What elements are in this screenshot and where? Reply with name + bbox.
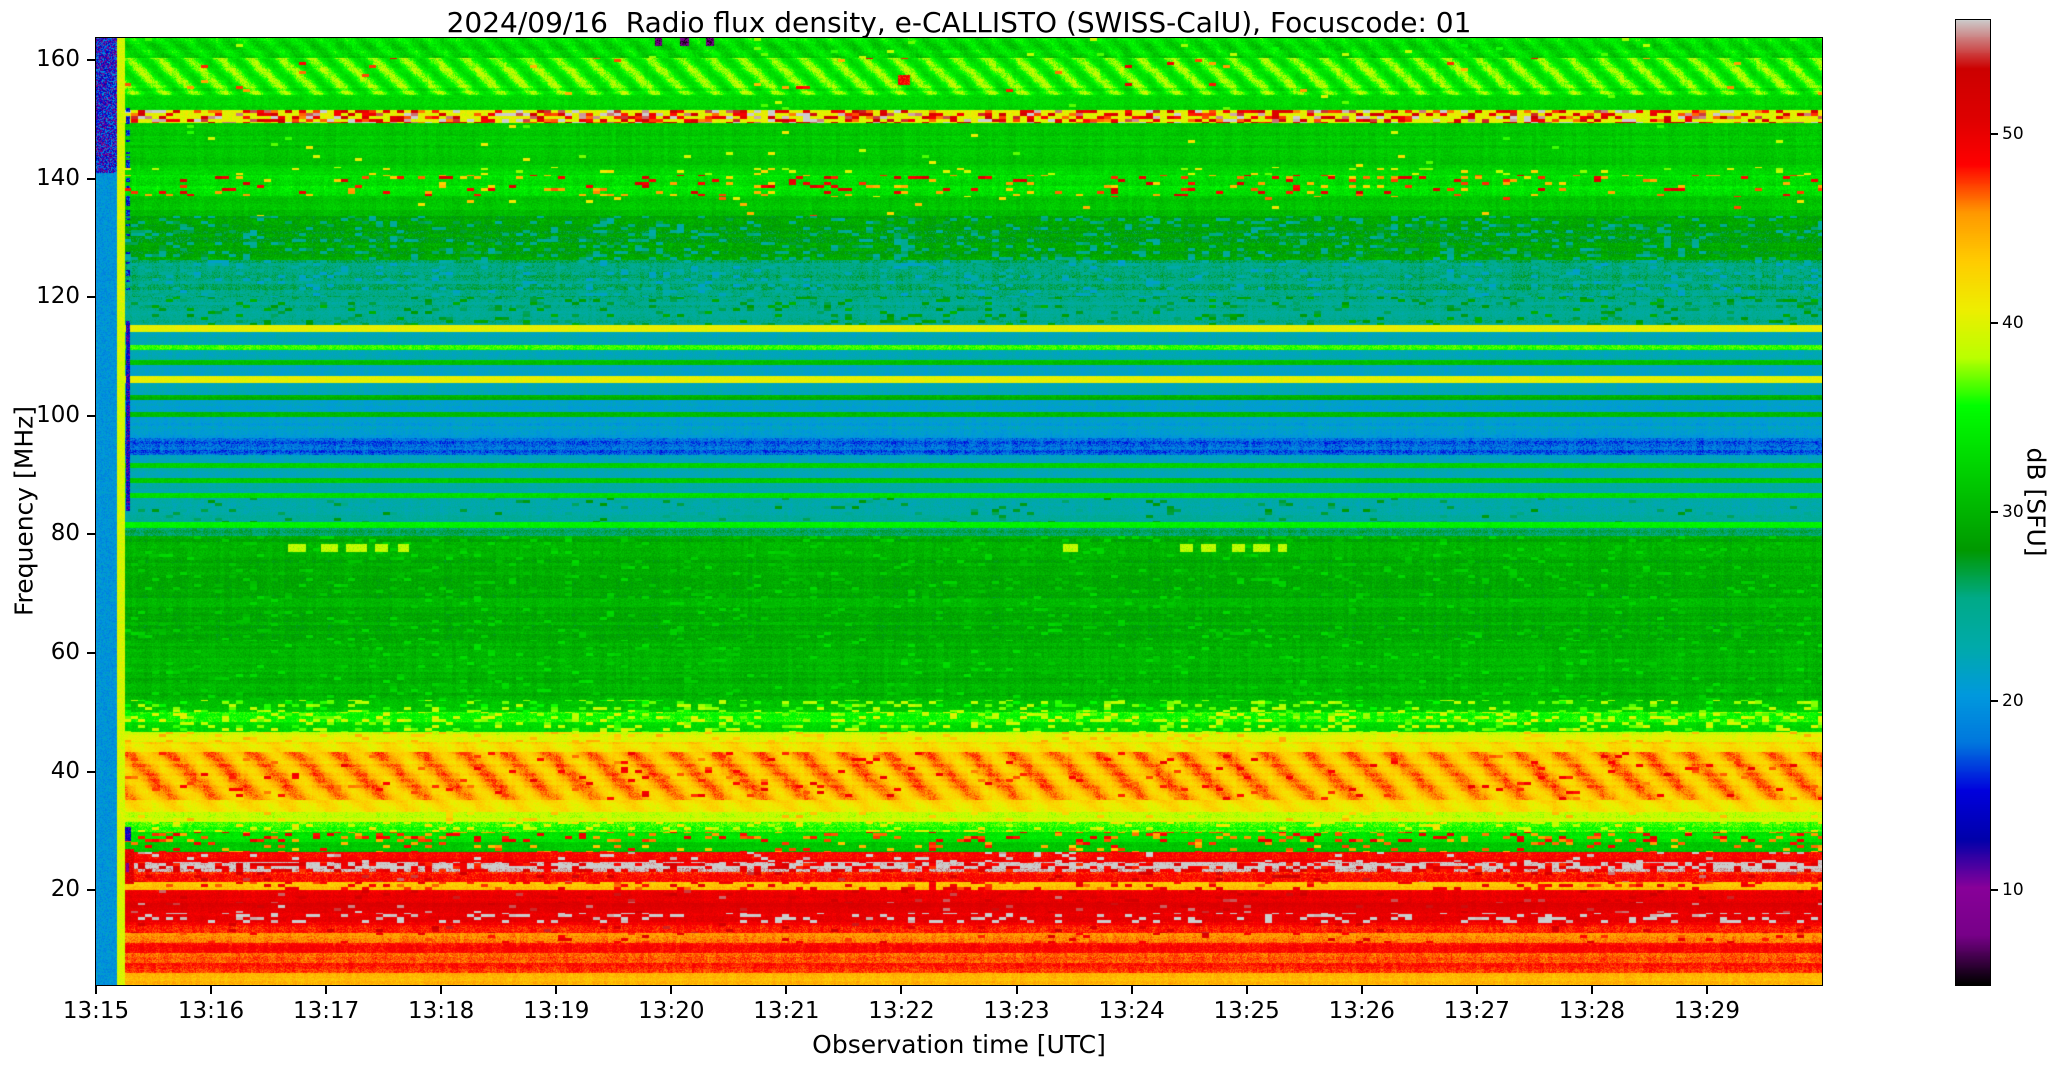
y-tick-mark [87, 296, 95, 299]
x-tick-label: 13:24 [1098, 998, 1165, 1024]
y-tick-mark [87, 533, 95, 536]
y-tick-mark [87, 58, 95, 61]
colorbar [1955, 19, 1991, 986]
chart-title: 2024/09/16 Radio flux density, e-CALLIST… [446, 6, 1472, 39]
colorbar-canvas [1956, 20, 1990, 985]
x-tick-label: 13:18 [408, 998, 475, 1024]
y-tick-mark [87, 414, 95, 417]
y-tick-label: 160 [36, 45, 80, 72]
y-tick-mark [87, 651, 95, 654]
x-tick-mark [1245, 986, 1248, 994]
colorbar-tick-label: 50 [2002, 123, 2024, 144]
spectrogram-canvas [96, 38, 1822, 985]
x-tick-label: 13:27 [1443, 998, 1510, 1024]
y-tick-label: 140 [36, 164, 80, 191]
x-tick-mark [1015, 986, 1018, 994]
colorbar-tick-label: 40 [2002, 312, 2024, 333]
x-tick-mark [440, 986, 443, 994]
y-tick-mark [87, 770, 95, 773]
x-tick-mark [95, 986, 97, 994]
x-tick-label: 13:28 [1558, 998, 1625, 1024]
x-tick-label: 13:20 [638, 998, 705, 1024]
x-tick-mark [1475, 986, 1478, 994]
y-tick-mark [87, 177, 95, 180]
y-tick-label: 100 [36, 401, 80, 428]
x-tick-label: 13:16 [177, 998, 245, 1024]
y-tick-label: 80 [50, 520, 80, 547]
x-tick-mark [210, 986, 213, 994]
colorbar-tick-mark [1991, 510, 1998, 513]
y-tick-label: 20 [50, 876, 80, 903]
x-tick-mark [1130, 986, 1133, 994]
x-tick-label: 13:21 [753, 998, 820, 1024]
y-tick-label: 60 [50, 638, 80, 665]
colorbar-tick-label: 30 [2002, 501, 2024, 522]
plot-area [95, 37, 1823, 986]
y-axis-label: Frequency [MHz] [9, 405, 39, 617]
colorbar-tick-mark [1991, 321, 1998, 324]
colorbar-tick-mark [1991, 132, 1998, 135]
y-tick-label: 40 [50, 757, 80, 784]
x-tick-mark [900, 986, 903, 994]
x-axis-label: Observation time [UTC] [812, 1030, 1106, 1059]
x-tick-label: 13:15 [62, 998, 130, 1024]
colorbar-tick-mark [1991, 889, 1998, 892]
x-tick-mark [325, 986, 328, 994]
colorbar-tick-label: 10 [2002, 880, 2024, 901]
colorbar-tick-label: 20 [2002, 691, 2024, 712]
x-tick-mark [1590, 986, 1593, 994]
y-tick-mark [87, 889, 95, 892]
x-tick-label: 13:26 [1328, 998, 1395, 1024]
x-tick-mark [785, 986, 788, 994]
y-tick-label: 120 [36, 283, 80, 310]
x-tick-label: 13:22 [868, 998, 935, 1024]
x-tick-mark [670, 986, 673, 994]
x-tick-mark [1360, 986, 1363, 994]
x-tick-label: 13:17 [292, 998, 360, 1024]
x-tick-label: 13:23 [983, 998, 1050, 1024]
x-tick-label: 13:25 [1213, 998, 1280, 1024]
x-tick-label: 13:19 [523, 998, 590, 1024]
x-tick-mark [555, 986, 558, 994]
x-tick-mark [1705, 986, 1708, 994]
x-tick-label: 13:29 [1673, 998, 1741, 1024]
colorbar-tick-mark [1991, 700, 1998, 703]
